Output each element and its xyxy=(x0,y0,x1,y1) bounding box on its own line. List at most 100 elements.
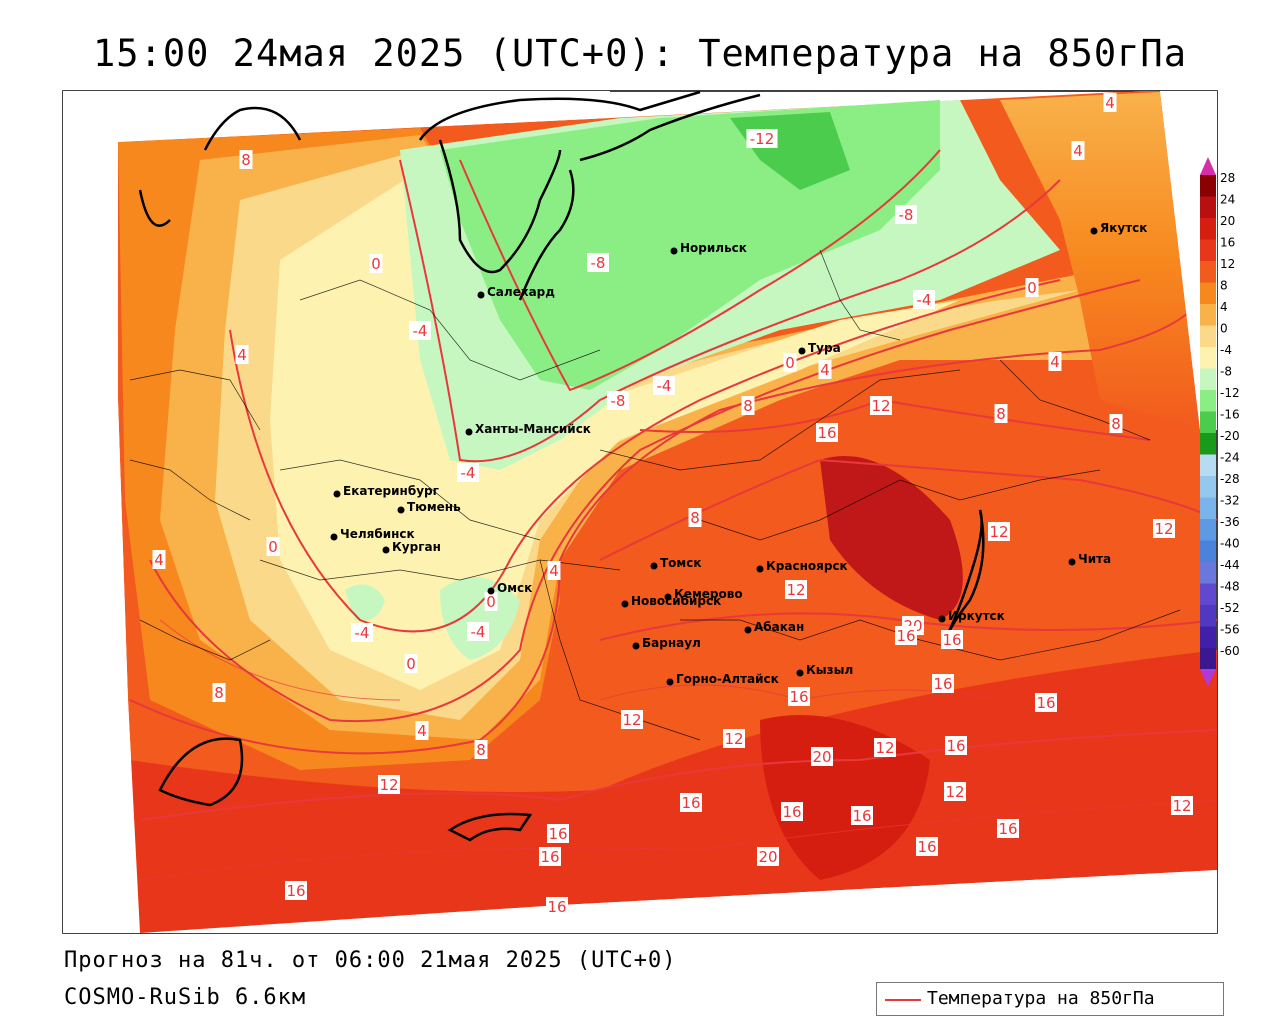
ne-warm xyxy=(1000,92,1200,430)
isotherm-label-bg xyxy=(266,537,280,556)
isotherm-label: 8 xyxy=(476,741,486,759)
isotherm-label-bg xyxy=(811,747,833,766)
colorbar-cell xyxy=(1200,175,1216,197)
isotherm-label-bg xyxy=(212,683,226,702)
isotherm-label-bg xyxy=(152,550,166,569)
city-dot xyxy=(333,490,341,498)
isotherm-label: -8 xyxy=(899,206,914,224)
city-dot xyxy=(487,587,495,595)
colorbar-cell xyxy=(1200,196,1216,219)
city-dot xyxy=(664,593,672,601)
colorbar-cell xyxy=(1200,390,1216,412)
isotherm-label-bg xyxy=(783,353,797,372)
city-label: Кемерово xyxy=(674,587,743,601)
colorbar-tick-label: -32 xyxy=(1220,494,1240,508)
isotherm-label-bg xyxy=(239,150,253,169)
isotherm-label-bg xyxy=(1035,693,1057,712)
legend-label: Температура на 850гПа xyxy=(927,988,1155,1009)
colorbar-tick-label: 4 xyxy=(1220,300,1228,314)
isotherm-label-bg xyxy=(621,710,643,729)
colorbar-tick-label: -60 xyxy=(1220,644,1240,658)
isotherm-label-bg xyxy=(781,802,803,821)
isotherm-label-bg xyxy=(607,391,629,410)
isotherm-label-bg xyxy=(1071,141,1085,160)
city-markers: Норильск Якутск Салехард Тура Ханты-Мансийск… xyxy=(330,221,1147,686)
isotherm-label: 12 xyxy=(871,397,890,415)
very-hot-core-2 xyxy=(820,456,963,620)
colorbar-tick-label: -16 xyxy=(1220,408,1240,422)
isotherm-label-bg xyxy=(895,626,917,645)
city-label: Норильск xyxy=(680,241,747,255)
isotherm-label-bg xyxy=(467,622,489,641)
isotherm-label-bg xyxy=(913,290,935,309)
isotherm-label: 16 xyxy=(917,838,936,856)
city-label: Омск xyxy=(497,581,532,595)
colorbar-cell xyxy=(1200,261,1216,283)
colorbar-tick-label: 8 xyxy=(1220,279,1228,293)
city-dot xyxy=(1068,558,1076,566)
colorbar-cell xyxy=(1200,433,1216,455)
colorbar-top-arrow xyxy=(1200,157,1216,175)
colorbar-tick-label: 0 xyxy=(1220,322,1228,336)
isotherm-label: 4 xyxy=(820,361,830,379)
isotherm-label: 16 xyxy=(852,807,871,825)
isotherm-label-bg xyxy=(1048,352,1062,371)
isotherm-label-bg xyxy=(457,463,479,482)
isotherm-label-bg xyxy=(994,404,1008,423)
isotherm-label-bg xyxy=(378,775,400,794)
city-dot xyxy=(796,669,804,677)
isotherm-label: 0 xyxy=(486,593,496,611)
colorbar-cell xyxy=(1200,368,1216,391)
colorbar-cell xyxy=(1200,540,1216,563)
isotherm-label: 16 xyxy=(540,848,559,866)
city-label: Барнаул xyxy=(642,636,701,650)
isotherm-label: 4 xyxy=(1105,94,1115,112)
isotherm-label: 16 xyxy=(933,675,952,693)
isotherm-label: 16 xyxy=(942,631,961,649)
isotherm-label-bg xyxy=(1153,519,1175,538)
colorbar-cell xyxy=(1200,497,1216,520)
isotherm-label: 0 xyxy=(1027,279,1037,297)
city-label: Кызыл xyxy=(806,663,853,677)
isotherm-label-bg xyxy=(547,824,569,843)
isotherm-label: -4 xyxy=(355,624,370,642)
city-label: Красноярск xyxy=(766,559,848,573)
colorbar-cell xyxy=(1200,218,1216,240)
isotherm-label-bg xyxy=(688,508,702,527)
city-label: Иркутск xyxy=(948,609,1005,623)
isotherm-label: 4 xyxy=(237,346,247,364)
isotherm-label: 12 xyxy=(1172,797,1191,815)
isotherm-label-bg xyxy=(546,897,568,916)
colorbar: 28 24 20 16 12 8 4 0 -4 -8 -12 -16 -20 -24 -28 -32 -36 -4… xyxy=(1200,157,1240,687)
isotherm-label: 16 xyxy=(286,882,305,900)
isotherm-label: 4 xyxy=(154,551,164,569)
isotherm-label: 12 xyxy=(1154,520,1173,538)
colorbar-bottom-arrow xyxy=(1200,669,1216,687)
colorbar-tick-label: 24 xyxy=(1220,193,1235,207)
isotherm-label: -4 xyxy=(917,291,932,309)
isotherm-label-bg xyxy=(404,654,418,673)
isotherm-label: 12 xyxy=(989,523,1008,541)
colorbar-cell xyxy=(1200,648,1216,670)
hot-belt xyxy=(130,650,1217,933)
isotherm-label-bg xyxy=(997,819,1019,838)
city-label: Ханты-Мансийск xyxy=(475,422,591,436)
isotherm-label: -8 xyxy=(591,254,606,272)
isotherm-label: 16 xyxy=(547,898,566,916)
isotherm-label: 16 xyxy=(998,820,1017,838)
isotherm-label: 0 xyxy=(406,655,416,673)
isotherm-label-bg xyxy=(723,729,745,748)
isotherm-label-bg xyxy=(235,345,249,364)
isotherm-label-bg xyxy=(851,806,873,825)
colorbar-cell xyxy=(1200,239,1216,262)
isotherm-label-bg xyxy=(285,881,307,900)
temperature-field xyxy=(118,91,1217,933)
colorbar-tick-label: -12 xyxy=(1220,386,1240,400)
legend-line-sample xyxy=(885,999,921,1001)
colorbar-cell xyxy=(1200,519,1216,541)
isotherm-label: 12 xyxy=(945,783,964,801)
isotherm-label: -12 xyxy=(750,130,775,148)
isotherm-label-bg xyxy=(746,129,778,148)
isotherm-label: 16 xyxy=(896,627,915,645)
